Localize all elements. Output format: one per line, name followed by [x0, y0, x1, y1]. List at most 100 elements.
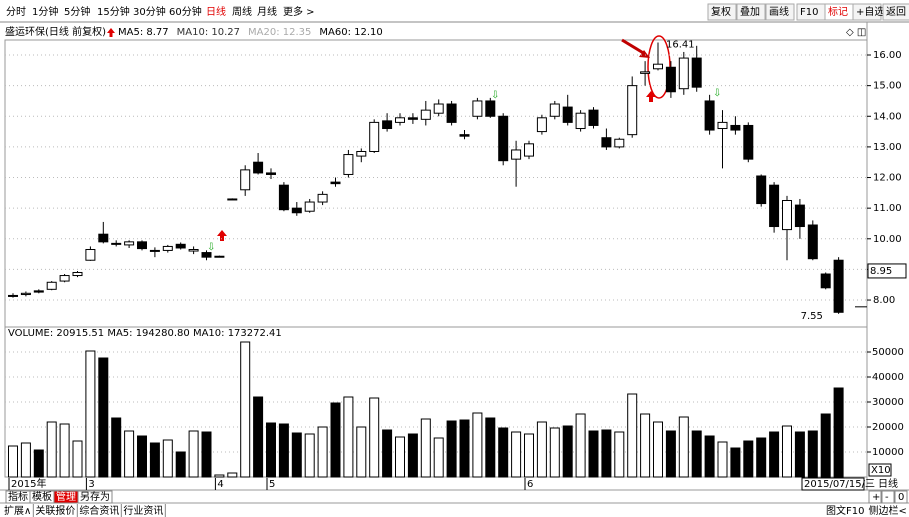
candle-body [485, 100, 496, 117]
candle-body [627, 85, 638, 136]
period-tab[interactable]: 15分钟 [97, 5, 130, 18]
candle-body [291, 207, 302, 214]
period-tab[interactable]: 分时 [6, 6, 26, 18]
indicator-tab[interactable]: 管理 [56, 490, 76, 503]
candle-body [317, 193, 328, 203]
candle-body [369, 121, 380, 152]
pointer-arrowhead [639, 50, 650, 58]
tool-button-label[interactable]: 画线 [769, 5, 789, 18]
y-tick-label: 14.00 [873, 111, 902, 122]
volume-bar [627, 393, 638, 478]
volume-bar [782, 425, 792, 478]
y-tick-label: 8.00 [873, 295, 895, 306]
indicator-tab[interactable]: 指标 [8, 490, 28, 503]
volume-bar [498, 427, 509, 478]
candle-body [420, 109, 431, 120]
candle-body [20, 292, 31, 296]
info-tab[interactable]: 综合资讯 [79, 504, 119, 517]
zoom-button[interactable]: 0 [898, 492, 904, 503]
volume-bar [807, 430, 818, 478]
tool-button-label[interactable]: 复权 [711, 5, 731, 18]
candle-body [395, 117, 405, 123]
candle-body [433, 103, 444, 114]
info-tab[interactable]: 扩展∧ [4, 504, 31, 517]
candle-body [382, 120, 393, 130]
volume-bar [98, 357, 109, 478]
volume-bar [201, 431, 212, 478]
y-tick-label: 10.00 [873, 234, 902, 245]
tool-button-label[interactable]: 返回 [886, 6, 906, 18]
volume-tick-label: 50000 [872, 347, 904, 358]
candle-body [562, 106, 573, 123]
y-tick-label: 12.00 [873, 173, 902, 184]
volume-bar [72, 440, 83, 478]
volume-bar [562, 425, 573, 478]
candle-body [278, 184, 289, 211]
volume-bar [524, 433, 534, 478]
candle-body [704, 100, 715, 131]
volume-bar [291, 432, 302, 478]
x-tick-label: 3 [88, 479, 94, 490]
indicator-label: MA20: 12.35 [248, 27, 311, 38]
volume-bar [614, 431, 625, 478]
candle-body [588, 109, 599, 126]
volume-bar [446, 420, 457, 478]
volume-bar [149, 442, 160, 478]
volume-bar [665, 430, 676, 478]
zoom-frame [894, 490, 908, 504]
period-tab[interactable]: 30分钟 [133, 5, 166, 18]
low-label: 7.55 [801, 311, 823, 322]
volume-title: VOLUME: 20915.51 MA5: 194280.80 MA10: 17… [8, 328, 282, 339]
tool-button [736, 3, 766, 21]
tab-frame [77, 490, 113, 504]
volume-bar [743, 440, 754, 478]
candle-body [640, 71, 651, 74]
volume-tick-label: 40000 [872, 372, 904, 383]
candle-body [175, 243, 186, 249]
x-tick-label: 6 [527, 479, 533, 490]
volume-bar [162, 439, 173, 478]
volume-bar [575, 413, 586, 478]
candle-body [227, 198, 238, 201]
period-tab[interactable]: 日线 [206, 5, 226, 18]
date-label: 2015/07/15/三 [804, 479, 875, 490]
tool-button-label[interactable]: F10 [800, 7, 818, 18]
info-tab[interactable]: 行业资讯 [123, 504, 163, 517]
date-box [801, 477, 865, 491]
sell-signal: ⇩ [491, 90, 499, 101]
indicator-tab[interactable]: 模板 [32, 490, 52, 503]
period-tab[interactable]: 月线 [257, 5, 277, 18]
zoom-button[interactable]: + [872, 492, 880, 503]
info-tab[interactable]: 关联报价 [35, 504, 75, 517]
tool-button-label[interactable]: 标记 [828, 6, 848, 18]
candle-body [691, 57, 702, 88]
period-tab[interactable]: 1分钟 [32, 5, 58, 18]
zoom-button[interactable]: - [885, 492, 889, 503]
candle-body [72, 271, 83, 277]
side-tab[interactable]: 图文F10 [826, 504, 864, 517]
volume-bar [278, 423, 289, 478]
period-tab[interactable]: 5分钟 [64, 5, 90, 18]
period-tab[interactable]: 60分钟 [169, 5, 202, 18]
side-tab[interactable]: 侧边栏< [868, 504, 906, 517]
candle-body [511, 149, 522, 160]
signal-icon [107, 28, 115, 37]
period-tab[interactable]: 周线 [232, 5, 252, 18]
period-tab[interactable]: 更多 > [283, 5, 315, 18]
tool-button-label[interactable]: 叠加 [740, 6, 760, 18]
volume-bar [59, 423, 70, 478]
volume-bar [717, 441, 728, 478]
price-marker-box [867, 263, 907, 279]
volume-bar [20, 442, 31, 478]
price-marker: 8.95 [870, 266, 892, 277]
volume-bar [511, 431, 522, 478]
zoom-frame [881, 490, 895, 504]
candle-body [614, 138, 625, 148]
candle-body [162, 245, 173, 251]
volume-tick-label: 30000 [872, 397, 904, 408]
tool-button-label[interactable]: +自选 [856, 5, 884, 18]
indicator-tab[interactable]: 另存为 [80, 490, 110, 503]
candle-body [678, 57, 689, 90]
volume-bar [330, 402, 341, 478]
